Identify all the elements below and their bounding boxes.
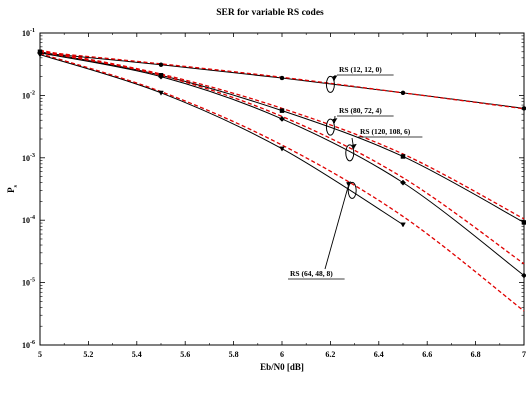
simulated-series-line [39, 52, 525, 109]
simulated-series-line [39, 54, 404, 226]
data-point-triangle [279, 146, 285, 152]
y-tick-label: 10-5 [22, 278, 35, 288]
data-point-circle [158, 62, 164, 67]
annotation-label: RS (120, 108, 6) [360, 127, 411, 136]
y-tick-label: 10-1 [22, 28, 35, 38]
annotation-arrowhead [332, 75, 338, 81]
x-tick-label: 5.8 [229, 350, 239, 359]
data-point-diamond [279, 115, 285, 122]
analytic-series-line [39, 52, 525, 312]
x-tick-label: 6.4 [374, 350, 384, 359]
x-tick-label: 6.6 [422, 350, 432, 359]
data-point-square [279, 108, 285, 113]
y-axis-label-sub: s [13, 184, 19, 187]
simulated-series-line [39, 52, 525, 276]
data-point-square [521, 220, 526, 225]
annotation-ellipse [325, 118, 335, 136]
analytic-series-line [39, 49, 525, 220]
y-axis-label: Ps [6, 184, 19, 193]
annotation-arrow [324, 186, 349, 270]
x-tick-label: 5.2 [83, 350, 93, 359]
y-tick-label: 10-3 [22, 153, 35, 163]
annotation-arrowhead [346, 181, 352, 187]
data-point-square [400, 154, 406, 159]
x-tick-label: 5.6 [180, 350, 190, 359]
data-point-diamond [400, 179, 406, 186]
y-tick-label: 10-6 [22, 340, 35, 350]
annotation-label: RS (64, 48, 8) [290, 269, 333, 278]
annotation-label: RS (12, 12, 0) [339, 65, 382, 74]
annotation-arrowhead [351, 143, 357, 149]
annotation-arrowhead [332, 118, 338, 124]
annotation-label: RS (80, 72, 4) [339, 106, 382, 115]
x-tick-label: 5 [38, 350, 42, 359]
annotations: RS (12, 12, 0) RS (80, 72, 4) RS (120, 108… [288, 65, 423, 280]
data-point-triangle [37, 52, 43, 58]
data-point-circle [521, 106, 526, 111]
data-point-triangle [158, 90, 164, 96]
analytic-series-line [39, 51, 525, 265]
data-point-circle [279, 75, 285, 81]
y-tick-label: 10-4 [22, 215, 35, 225]
annotation-ellipse [325, 75, 335, 93]
x-tick-label: 6.2 [325, 350, 335, 359]
x-tick-label: 7 [522, 350, 526, 359]
x-tick-label: 5.4 [132, 350, 142, 359]
y-axis: 10-1 10-2 10-3 10-4 10-5 10-6 [22, 28, 524, 350]
y-tick-label: 10-2 [22, 90, 35, 100]
data-point-circle [400, 90, 406, 96]
x-axis-label: Eb/N0 [dB] [260, 362, 304, 372]
data-point-diamond [158, 73, 164, 80]
data-point-triangle [400, 222, 406, 228]
chart-title: SER for variable RS codes [216, 8, 324, 18]
y-axis-label-main: P [6, 187, 16, 193]
plot-area [37, 49, 526, 312]
annotation-ellipse [347, 181, 357, 199]
x-axis: 5 5.2 5.4 5.6 5.8 6 6.2 6.4 6.6 6.8 7 [38, 33, 526, 359]
x-tick-label: 6 [280, 350, 284, 359]
annotation-ellipse [345, 144, 355, 162]
x-tick-label: 6.8 [471, 350, 481, 359]
